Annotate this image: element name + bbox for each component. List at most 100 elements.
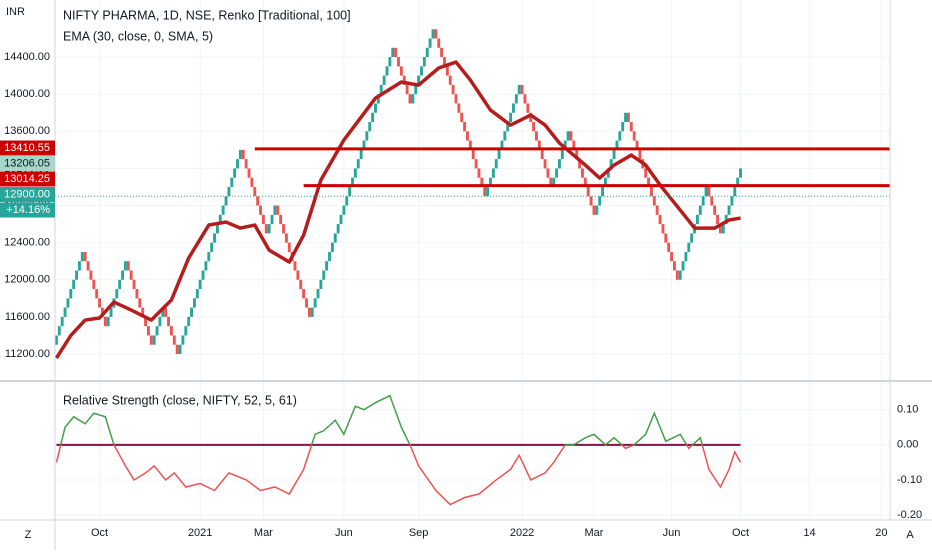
x-tick-label: Sep — [409, 527, 429, 539]
renko-brick — [299, 279, 303, 290]
renko-brick — [75, 270, 78, 280]
renko-brick — [86, 261, 90, 271]
renko-brick — [509, 112, 513, 123]
renko-brick — [730, 196, 734, 206]
renko-brick — [302, 289, 306, 299]
renko-brick — [678, 270, 682, 280]
marks-layer — [54, 29, 890, 506]
renko-brick — [566, 131, 570, 141]
renko-brick — [236, 159, 239, 169]
renko-brick — [414, 84, 418, 95]
renko-brick — [192, 298, 196, 308]
renko-brick — [144, 316, 147, 327]
renko-brick — [365, 131, 369, 141]
renko-brick — [218, 214, 222, 225]
price-label-bg — [0, 140, 55, 156]
renko-brick — [109, 307, 113, 317]
renko-brick — [261, 214, 265, 225]
renko-brick — [279, 214, 283, 225]
renko-brick — [190, 307, 193, 317]
price-label: 13410.55 — [4, 142, 50, 154]
renko-brick — [172, 335, 176, 345]
renko-brick — [549, 177, 553, 187]
renko-brick — [106, 316, 110, 327]
renko-brick — [517, 84, 521, 95]
y-tick-label: 13600.00 — [4, 125, 50, 137]
renko-brick — [57, 326, 61, 336]
y-tick-label: 12400.00 — [4, 237, 50, 249]
renko-brick — [184, 326, 188, 336]
renko-brick — [319, 279, 323, 290]
renko-brick — [535, 131, 538, 141]
renko-brick — [698, 205, 702, 215]
renko-brick — [609, 159, 613, 169]
renko-brick — [284, 233, 288, 243]
renko-brick — [644, 168, 648, 178]
renko-brick — [581, 168, 584, 178]
renko-brick — [250, 177, 254, 187]
renko-brick — [489, 177, 492, 187]
renko-brick — [431, 29, 435, 39]
renko-brick — [204, 261, 208, 271]
renko-brick — [595, 205, 599, 215]
renko-brick — [362, 140, 366, 150]
renko-brick — [385, 66, 389, 76]
x-tick-label: 2022 — [510, 527, 534, 539]
renko-brick — [440, 47, 444, 58]
renko-brick — [141, 307, 145, 317]
renko-brick — [529, 112, 533, 123]
renko-brick — [146, 326, 150, 336]
renko-brick — [675, 270, 679, 280]
x-tick-label: Mar — [254, 527, 273, 539]
ema-line — [54, 60, 741, 360]
renko-brick — [267, 224, 271, 234]
renko-brick — [589, 196, 593, 206]
renko-brick — [405, 84, 409, 95]
renko-brick — [718, 224, 722, 234]
renko-brick — [135, 289, 139, 299]
renko-brick — [161, 307, 165, 317]
renko-brick — [121, 270, 124, 280]
renko-brick — [494, 159, 498, 169]
renko-brick — [520, 84, 524, 95]
renko-brick — [155, 326, 159, 336]
renko-brick — [546, 168, 550, 178]
renko-brick — [238, 149, 242, 160]
renko-brick — [221, 205, 225, 215]
renko-brick — [618, 131, 622, 141]
renko-brick — [506, 122, 510, 132]
renko-brick — [402, 75, 406, 85]
renko-brick — [606, 168, 610, 178]
renko-brick — [451, 84, 455, 95]
renko-brick — [690, 233, 694, 243]
renko-brick — [491, 168, 495, 178]
renko-brick — [638, 149, 642, 160]
renko-brick — [213, 233, 216, 243]
renko-brick — [310, 307, 314, 317]
renko-brick — [448, 75, 452, 85]
renko-brick — [563, 140, 567, 150]
zoom-button[interactable]: Z — [25, 529, 32, 541]
auto-scale-button[interactable]: A — [906, 529, 914, 541]
renko-brick — [115, 289, 119, 299]
renko-brick — [629, 122, 633, 132]
renko-brick — [227, 186, 231, 197]
renko-brick — [353, 168, 357, 178]
renko-brick — [336, 224, 340, 234]
renko-brick — [187, 316, 191, 327]
renko-brick — [126, 261, 130, 271]
renko-brick — [569, 131, 573, 141]
renko-brick — [77, 261, 81, 271]
x-tick-label: Oct — [91, 527, 108, 539]
renko-brick — [655, 205, 659, 215]
renko-brick — [72, 279, 76, 290]
renko-brick — [83, 251, 87, 262]
renko-brick — [615, 140, 619, 150]
renko-brick — [480, 177, 484, 187]
renko-brick — [540, 149, 544, 160]
renko-brick — [276, 205, 280, 215]
renko-brick — [420, 66, 423, 76]
renko-brick — [247, 168, 251, 178]
renko-brick — [601, 186, 605, 197]
renko-brick — [330, 242, 334, 252]
